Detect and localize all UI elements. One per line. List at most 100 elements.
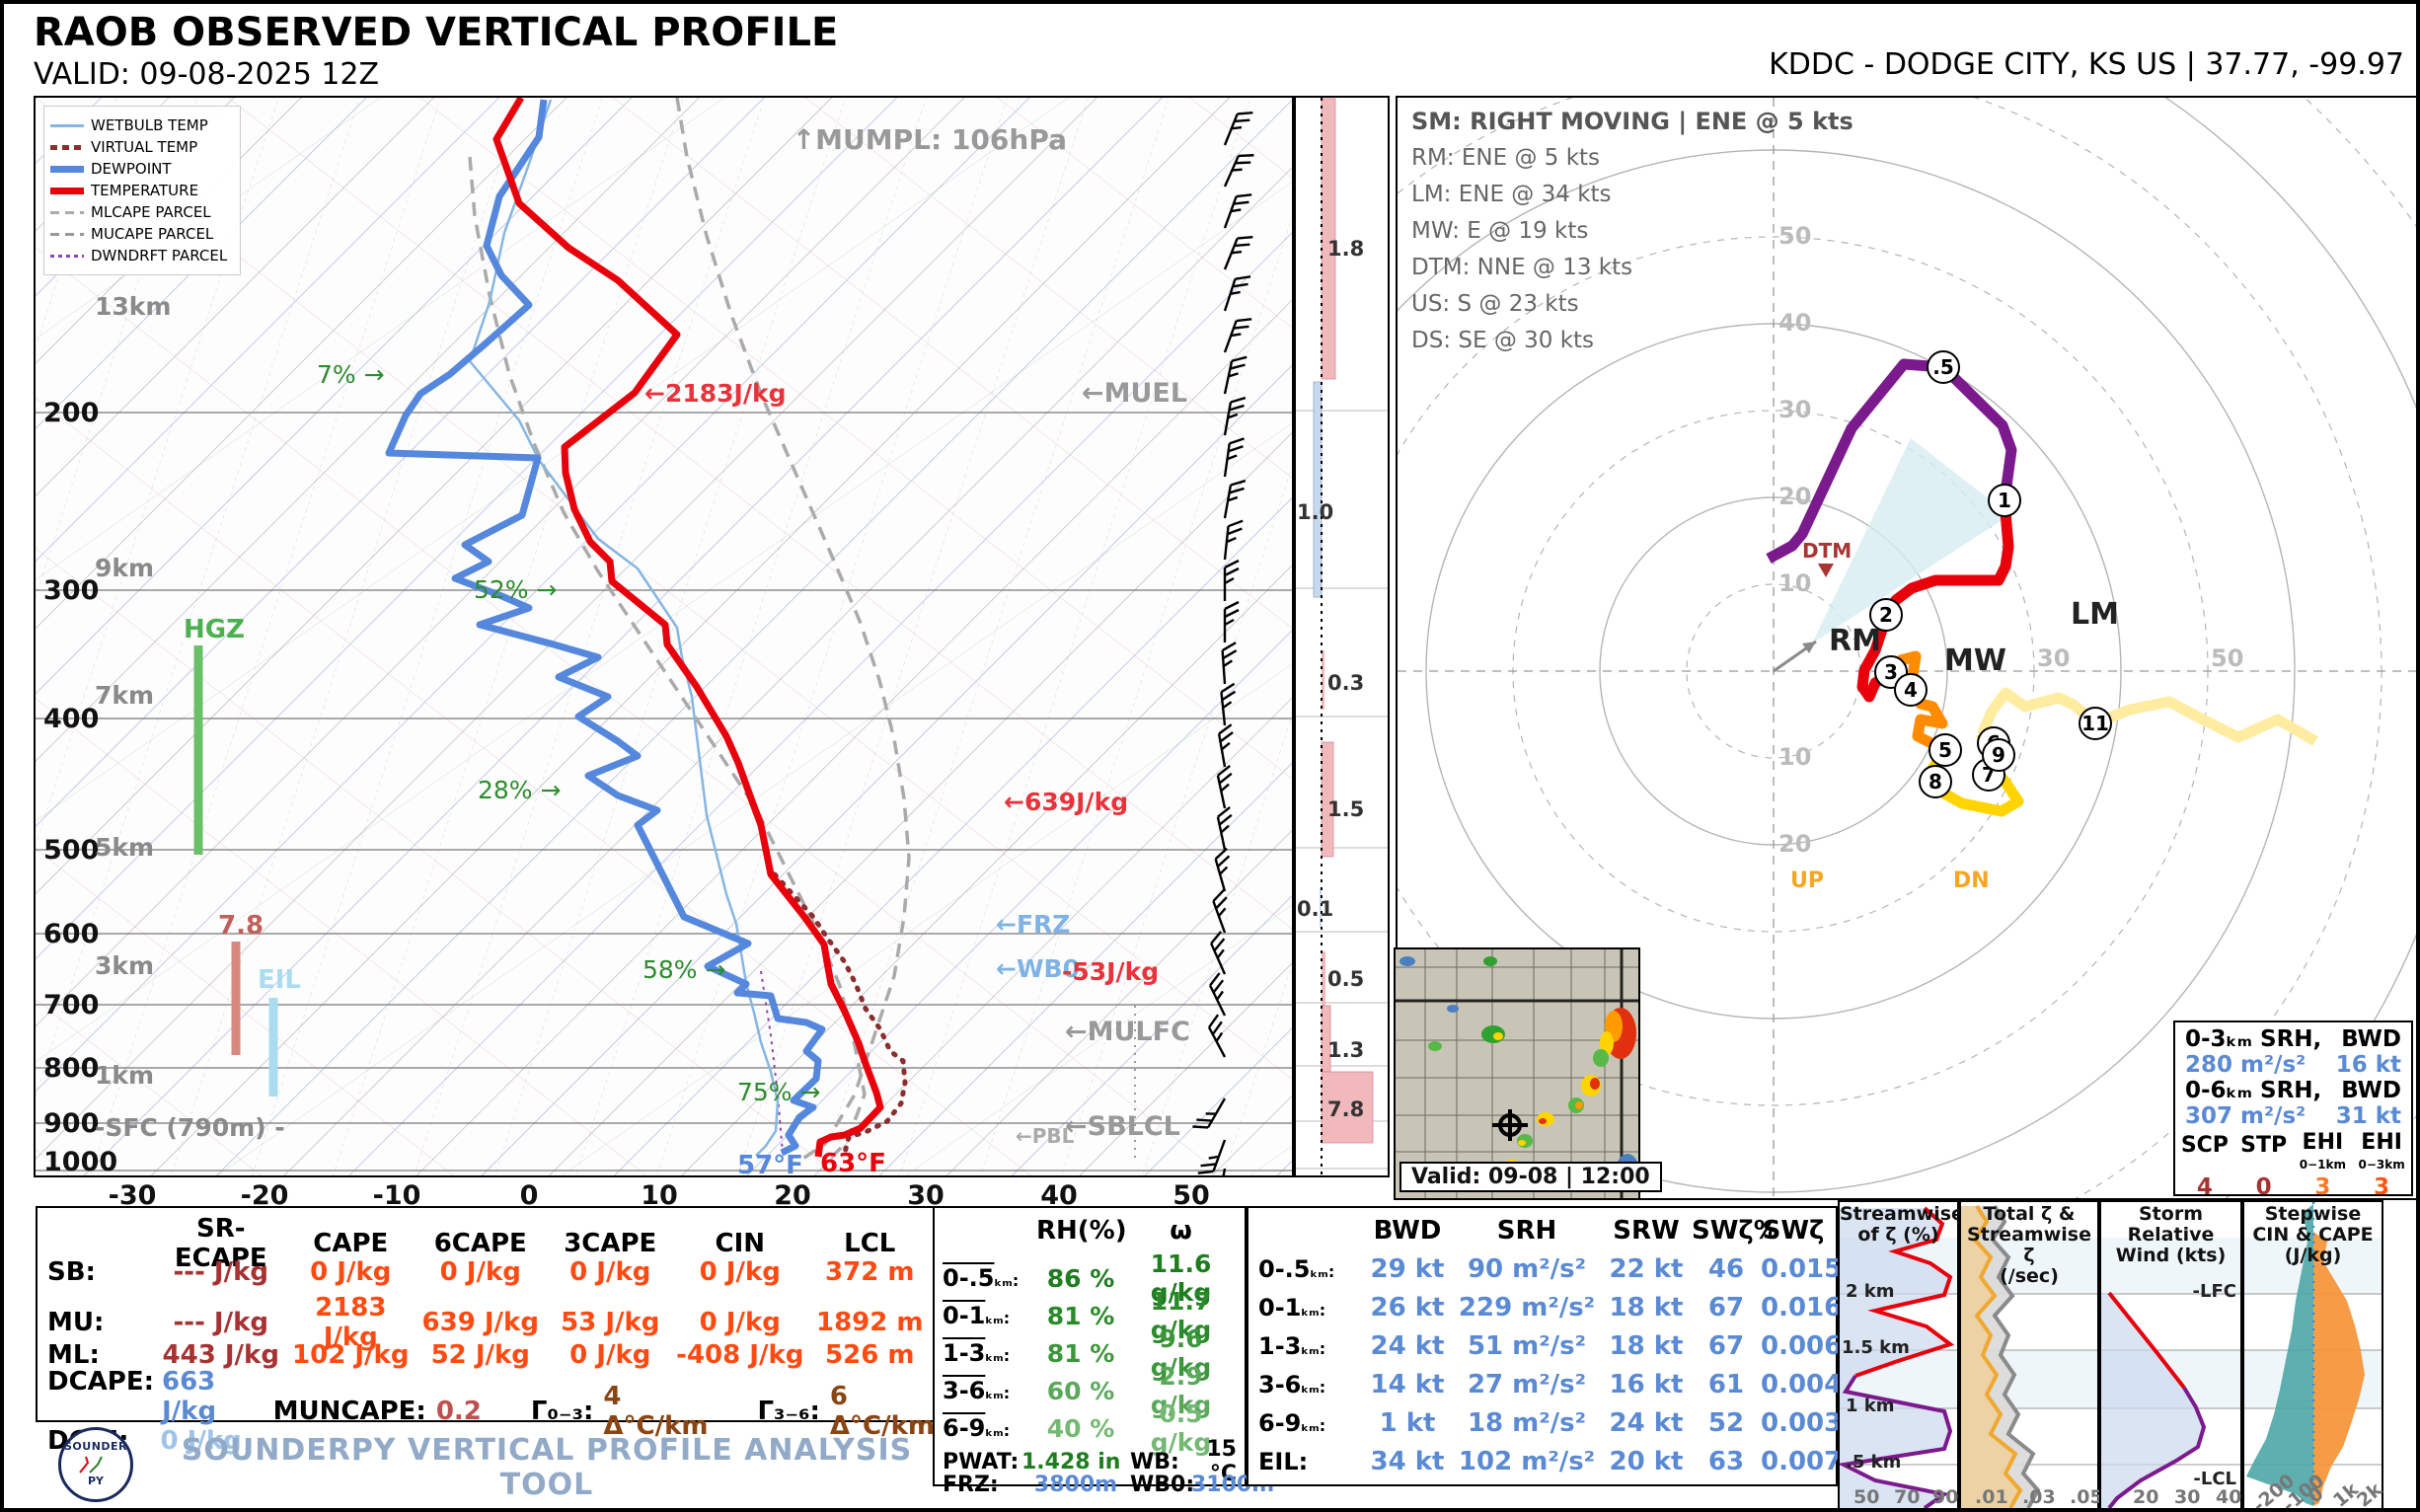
wb-label: WB: [1130, 1449, 1179, 1474]
lapse-mid-label: 7.8 [218, 911, 264, 941]
temp-tick: -10 [372, 1180, 421, 1211]
kinematics-row-eil: EIL: 34 kt 102 m²/s² 20 kt 63 0.007 [1258, 1446, 1843, 1476]
map-land [1396, 949, 1638, 1198]
ring-label-up: 10 [1778, 569, 1811, 597]
svg-text:3: 3 [1884, 660, 1898, 684]
dtm-marker [1818, 564, 1834, 577]
moisture-row: 1-3ₖₘ: 81 % 9.6 g/kg [943, 1324, 1212, 1382]
strip-value: 1.8 [1327, 237, 1364, 261]
cin-fill [2246, 1204, 2313, 1506]
srh-0-6-value: 307 m²/s² [2185, 1103, 2307, 1129]
height-label: 9km [95, 554, 154, 582]
scp-value: 4 [2196, 1174, 2213, 1200]
stepwise-title: Stepwise CIN & CAPE (J/kg) [2252, 1203, 2374, 1266]
pressure-label: 500 [43, 835, 99, 866]
srw-fill [2101, 1293, 2204, 1508]
kinematics-row: 0-.5ₖₘ: 29 kt 90 m²/s² 22 kt 46 0.015 [1258, 1253, 1843, 1284]
kinematics-row: 1-3ₖₘ: 24 kt 51 m²/s² 18 kt 67 0.006 [1258, 1330, 1843, 1361]
up-label: UP [1790, 869, 1824, 893]
srw-upper-line [2107, 1291, 2186, 1390]
streamwiseness-fill [1840, 1208, 1950, 1508]
rh-52-label: 52% → [474, 575, 557, 604]
strip-value: 1.0 [1297, 500, 1333, 524]
muel-label: ←MUEL [1082, 378, 1187, 409]
thermo-header: CAPE [313, 1229, 389, 1258]
hodo-trace-9-13km [1976, 687, 2318, 746]
frz-label: ←FRZ [996, 910, 1070, 939]
ring-label-down: 10 [1778, 743, 1811, 771]
temp-tick: 50 [1172, 1180, 1210, 1211]
ylabel-1km: 1 km [1846, 1396, 1895, 1416]
streamwiseness-plot [1837, 1206, 1957, 1508]
pressure-label: 800 [43, 1053, 99, 1084]
temp-tick: 30 [907, 1180, 945, 1211]
mucape-label: ←2183J/kg [644, 379, 786, 408]
thermo-row-sb: SB: --- J/kg 0 J/kg 0 J/kg 0 J/kg 0 J/kg… [47, 1257, 915, 1287]
legend-item: DEWPOINT [50, 158, 234, 180]
storm-motion-line: RM: ENE @ 5 kts [1411, 145, 1601, 171]
sfc-temp-label: 63°F [820, 1149, 886, 1175]
moisture-row: 0-1ₖₘ: 81 % 11.7 g/kg [943, 1287, 1212, 1344]
pwat-label: PWAT: [943, 1449, 1020, 1474]
sfc-dewpoint-label: 57°F [737, 1151, 803, 1175]
moisture-row: 6-9ₖₘ: 40 % 0.5 g/kg [943, 1399, 1212, 1457]
page-title: RAOB OBSERVED VERTICAL PROFILE [34, 10, 839, 55]
pressure-label: 400 [43, 704, 99, 734]
dewpoint-line [385, 99, 826, 1157]
thermo-header: CIN [715, 1229, 765, 1258]
branding-author: KYLE J GILLETT | sounderpysoundings.anvi… [142, 1506, 951, 1508]
lapse36-value: 6 Δ°C/km [829, 1382, 936, 1441]
svg-text:9: 9 [1992, 743, 2005, 767]
thermo-table: SR-ECAPE CAPE 6CAPE 3CAPE CIN LCL SB: --… [36, 1206, 946, 1456]
cape-fill [2313, 1232, 2365, 1506]
total-vorticity-line [1990, 1204, 2041, 1508]
legend-item: TEMPERATURE [50, 180, 234, 201]
skewt-plot: 200 300 400 500 600 700 800 900 1000 13k… [36, 96, 1292, 1210]
branding-title: SOUNDERPY VERTICAL PROFILE ANALYSIS TOOL [181, 1433, 913, 1502]
streamwiseness-upper-line [1854, 1206, 1955, 1378]
strip-value: 0.5 [1327, 967, 1364, 991]
hodo-trace-3-5km [1886, 650, 1948, 755]
strip-bar [1320, 887, 1322, 927]
ylabel-1.5km: 1.5 km [1842, 1337, 1910, 1358]
ring-label-up: 40 [1778, 309, 1811, 337]
streamwise-vorticity-line [1972, 1204, 2023, 1508]
thermo-header: LCL [844, 1229, 896, 1258]
kinematics-table: BWD SRH SRW SWζ% SWζ 0-.5ₖₘ: 29 kt 90 m²… [1247, 1206, 1843, 1486]
pwat-value: 1.428 in [1021, 1449, 1121, 1474]
logo-mini-sounding [79, 1456, 103, 1474]
kin-header: SRW [1613, 1216, 1680, 1246]
muncape-value: 0.2 [435, 1397, 482, 1426]
ring-label-up: 30 [1778, 396, 1811, 423]
dtm-label: DTM [1802, 539, 1852, 563]
skewt-panel: 200 300 400 500 600 700 800 900 1000 13k… [34, 96, 1294, 1210]
ehi3-value: 3 [2374, 1174, 2390, 1200]
inferred-temp-advection-strip: 1.8 1.0 0.3 1.5 0.1 0.5 1.3 7.8 [1294, 96, 1390, 1177]
kinematics-row: 0-1ₖₘ: 26 kt 229 m²/s² 18 kt 67 0.016 [1258, 1292, 1843, 1323]
ehi3-label: EHI 0−3km [2358, 1130, 2405, 1172]
ehi1-label: EHI 0−1km [2299, 1130, 2346, 1172]
hgz-label: HGZ [184, 615, 245, 644]
kin-header: BWD [1373, 1216, 1442, 1246]
strip-value: 1.3 [1327, 1038, 1364, 1062]
sfc-label: -SFC (790m) - [95, 1113, 285, 1142]
storm-motion-line: US: S @ 23 kts [1411, 291, 1579, 317]
strip-gridlines [1296, 410, 1388, 1170]
legend-item: WETBULB TEMP [50, 114, 234, 136]
legend-item: MUCAPE PARCEL [50, 223, 234, 245]
virtual-temp-swatch [50, 144, 84, 150]
storm-motion-line: MW: E @ 19 kts [1411, 218, 1589, 244]
dewpoint-swatch [50, 165, 84, 173]
lcl-marker-label: -LCL [2193, 1469, 2236, 1489]
rm-arrowhead [1802, 642, 1816, 653]
dwndrft-parcel-line [760, 970, 784, 1155]
muncape-lapse-block: MUNCAPE: 0.2 Γ₀₋₃: 4 Δ°C/km Γ₃₋₆: 6 Δ°C/… [273, 1382, 935, 1441]
rh-header: RH(%) [1036, 1216, 1127, 1246]
frz-row: FRZ: 3800m WB0: 3100m [943, 1469, 1274, 1500]
strip-plot: 1.8 1.0 0.3 1.5 0.1 0.5 1.3 7.8 [1296, 98, 1388, 1175]
temp-tick: -30 [108, 1180, 157, 1211]
height-label: 3km [95, 951, 154, 980]
svg-text:1: 1 [1998, 489, 2011, 512]
lm-label: LM [2071, 597, 2119, 632]
ring-label-right: 30 [2037, 644, 2070, 672]
